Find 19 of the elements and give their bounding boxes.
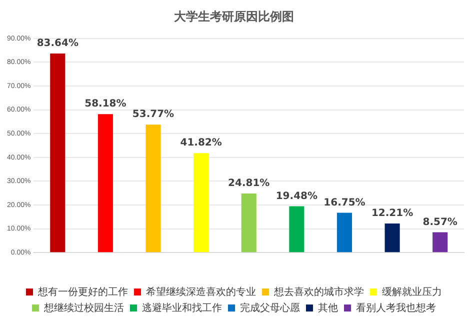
legend-label: 完成父母心愿 (240, 302, 300, 314)
legend-label: 希望继续深造喜欢的专业 (146, 286, 256, 298)
data-label: 19.48% (276, 190, 318, 202)
legend-label: 想去喜欢的城市求学 (273, 286, 364, 298)
data-label: 24.81% (228, 178, 270, 190)
data-label: 41.82% (180, 138, 222, 149)
legend-label: 想继续过校园生活 (43, 302, 124, 314)
legend-label: 看别人考我也想考 (356, 302, 436, 314)
data-label: 58.18% (84, 98, 126, 110)
legend-label: 想有一份更好的工作 (37, 286, 128, 298)
legend-label: 其他 (318, 302, 338, 314)
legend-label: 缓解就业压力 (382, 286, 442, 298)
legend-label: 逃避毕业和找工作 (142, 302, 222, 314)
data-label: 53.77% (132, 109, 174, 120)
data-label: 16.75% (324, 197, 366, 208)
data-label: 8.57% (422, 216, 458, 228)
chart-title: 大学生考研原因比例图 (174, 10, 294, 24)
data-label: 83.64% (36, 38, 78, 50)
data-label: 12.21% (371, 208, 414, 220)
